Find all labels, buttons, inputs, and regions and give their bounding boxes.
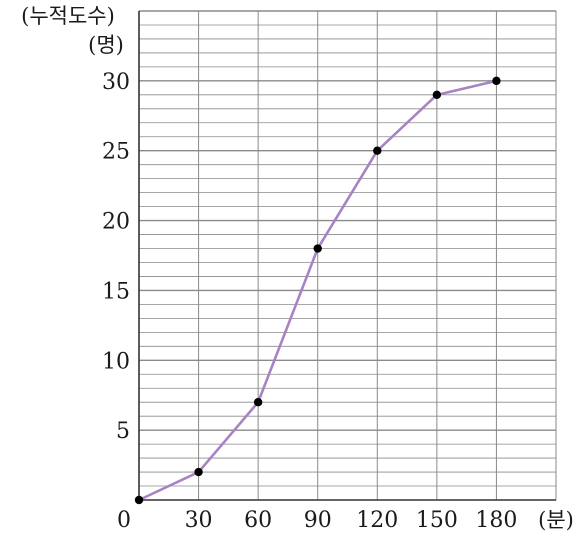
origin-label: 0 <box>117 508 131 533</box>
x-tick-label: 120 <box>356 508 398 533</box>
data-point <box>253 398 263 407</box>
y-tick-label: 20 <box>102 210 130 235</box>
x-tick-label: 90 <box>304 508 332 533</box>
y-tick-label: 5 <box>116 419 130 444</box>
x-tick-label: 150 <box>416 508 458 533</box>
y-tick-label: 15 <box>102 279 130 304</box>
y-tick-label: 25 <box>102 140 130 165</box>
grid <box>139 10 557 500</box>
data-point <box>194 467 203 477</box>
y-tick-label: 10 <box>102 349 130 374</box>
data-point <box>432 90 442 100</box>
x-tick-label: 60 <box>244 508 272 533</box>
data-point <box>134 495 144 505</box>
data-series <box>134 76 501 505</box>
y-tick-label: 30 <box>102 70 130 95</box>
labels: (누적도수) (명) (분) 0 30 60 90 120 150 180 5 10 15 20 2… <box>21 4 574 533</box>
x-tick-label: 30 <box>185 508 213 533</box>
y-axis-unit: (명) <box>88 33 124 57</box>
data-point <box>492 76 501 86</box>
data-point <box>313 244 322 253</box>
data-point <box>373 146 382 155</box>
y-axis-title: (누적도수) <box>21 4 115 28</box>
axes <box>138 11 556 501</box>
x-axis-unit: (분) <box>538 508 574 532</box>
x-tick-label: 180 <box>475 508 517 533</box>
